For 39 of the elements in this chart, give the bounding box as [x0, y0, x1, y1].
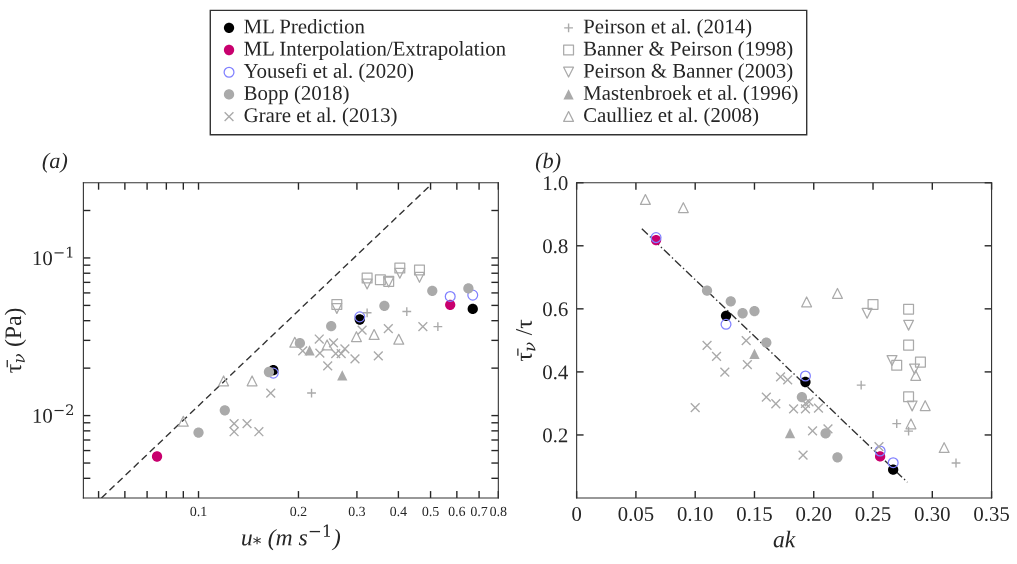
legend-label: Peirson et al. (2014): [583, 18, 752, 38]
x-tick-label: 0.4: [390, 506, 407, 517]
legend-label: ML Interpolation/Extrapolation: [244, 41, 506, 60]
y-tick-label: 0.2: [543, 428, 568, 443]
y-tick-label: 0.8: [543, 239, 568, 254]
legend-label: ML Prediction: [244, 18, 365, 34]
legend-label: Caulliez et al. (2008): [584, 107, 759, 127]
legend-label: Mastenbroek et al. (1996): [583, 85, 798, 105]
legend-label: Yousefi et al. (2020): [243, 63, 414, 83]
x-tick-label: 0.2: [290, 506, 307, 517]
x-tick-label: 0.15: [737, 506, 772, 522]
legend-label: Bopp (2018): [244, 85, 349, 105]
y-axis-title: τ̄$_{ν}$ /τ: [516, 319, 536, 362]
legend-label: Banner & Peirson (1998): [583, 41, 793, 60]
x-tick-label: 0.8: [490, 506, 507, 517]
x-tick-label: 0.6: [448, 506, 466, 517]
x-tick-label: 0.1: [190, 506, 207, 517]
y-tick-label: 0.6: [543, 302, 568, 317]
y-tick-label: 10$^{−1}$: [33, 246, 73, 266]
y-tick-label: 10$^{−2}$: [33, 404, 74, 423]
chart-title: (b): [535, 152, 561, 173]
x-axis-title: u$_{*}$ (m s$^{−1}$): [242, 524, 341, 551]
x-tick-label: 0.3: [348, 506, 366, 517]
legend-label: Peirson & Banner (2003): [583, 63, 793, 83]
y-tick-label: 1.0: [544, 176, 568, 191]
y-axis-title: τ̄$_{ν}$ (Pa): [4, 308, 27, 373]
legend-label: Grare et al. (2013): [244, 107, 397, 127]
x-tick-label: 0.5: [422, 506, 439, 517]
x-tick-label: 0.35: [974, 506, 1009, 522]
x-tick-label: 0.10: [677, 506, 713, 522]
x-tick-label: 0: [572, 506, 582, 522]
x-axis-title: ak: [773, 530, 796, 548]
x-tick-label: 0.20: [796, 506, 832, 522]
chart-title: (a): [42, 152, 68, 173]
x-tick-label: 0.05: [618, 506, 654, 522]
x-tick-label: 0.30: [914, 506, 950, 522]
y-tick-label: 0.4: [543, 365, 568, 380]
x-tick-label: 0.25: [855, 506, 891, 522]
x-tick-label: 0.7: [470, 506, 488, 517]
